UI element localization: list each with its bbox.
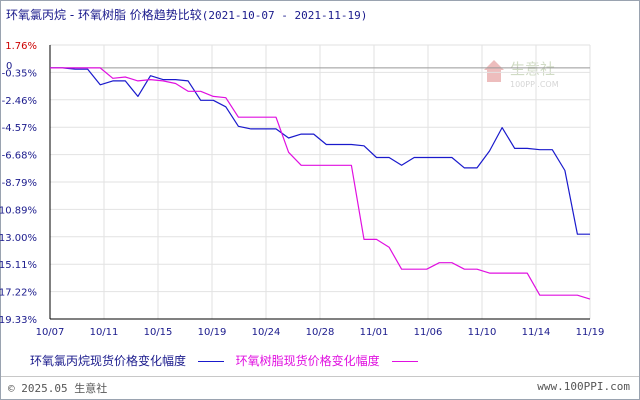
y-tick-label: -2.46% — [2, 96, 37, 107]
y-tick-label: 1.76% — [5, 41, 37, 52]
footer-divider — [1, 376, 639, 377]
y-tick-label: -17.22% — [0, 288, 37, 299]
x-tick-label: 10/24 — [252, 327, 281, 338]
x-tick-label: 11/19 — [576, 327, 605, 338]
chart-legend: 环氧氯丙烷现货价格变化幅度 环氧树脂现货价格变化幅度 — [30, 352, 426, 369]
x-tick-label: 11/10 — [468, 327, 497, 338]
x-tick-label: 10/07 — [36, 327, 65, 338]
x-tick-label: 11/01 — [360, 327, 389, 338]
y-tick-label: -10.89% — [0, 205, 37, 216]
legend-label-series1: 环氧氯丙烷现货价格变化幅度 — [30, 354, 187, 368]
legend-swatch-series2 — [391, 361, 418, 362]
x-tick-label: 10/15 — [144, 327, 173, 338]
x-tick-label: 10/28 — [306, 327, 335, 338]
x-tick-label: 10/19 — [198, 327, 227, 338]
zero-label: 0 — [6, 61, 12, 72]
chart-date-range: (2021-10-07 - 2021-11-19) — [201, 9, 368, 22]
chart-title: 环氧氯丙烷 - 环氧树脂 价格趋势比较(2021-10-07 - 2021-11… — [6, 6, 367, 23]
x-tick-label: 11/06 — [414, 327, 443, 338]
x-tick-label: 10/11 — [90, 327, 119, 338]
legend-item-series2: 环氧树脂现货价格变化幅度 — [236, 352, 418, 369]
y-tick-label: -13.00% — [0, 233, 37, 244]
y-tick-label: -4.57% — [2, 123, 37, 134]
y-tick-label: -19.33% — [0, 315, 37, 326]
series-line-1 — [50, 67, 590, 235]
footer-site-link[interactable]: www.100PPI.com — [537, 380, 630, 393]
house-icon-body — [487, 70, 501, 82]
watermark-url: 100PPI.COM — [510, 80, 559, 89]
legend-label-series2: 环氧树脂现货价格变化幅度 — [235, 354, 380, 368]
y-tick-label: -8.79% — [2, 178, 37, 189]
y-tick-label: -6.68% — [2, 151, 37, 162]
x-tick-label: 11/14 — [522, 327, 551, 338]
footer-copyright: © 2025.05 生意社 — [8, 382, 108, 395]
chart-title-text: 环氧氯丙烷 - 环氧树脂 价格趋势比较 — [6, 8, 202, 22]
series-line-2 — [50, 67, 591, 300]
legend-swatch-series1 — [197, 361, 224, 362]
legend-item-series1: 环氧氯丙烷现货价格变化幅度 — [30, 352, 224, 369]
y-tick-label: -0.35% — [2, 68, 37, 79]
watermark-brand: 生意社 — [510, 60, 555, 78]
y-tick-label: -15.11% — [0, 260, 37, 271]
